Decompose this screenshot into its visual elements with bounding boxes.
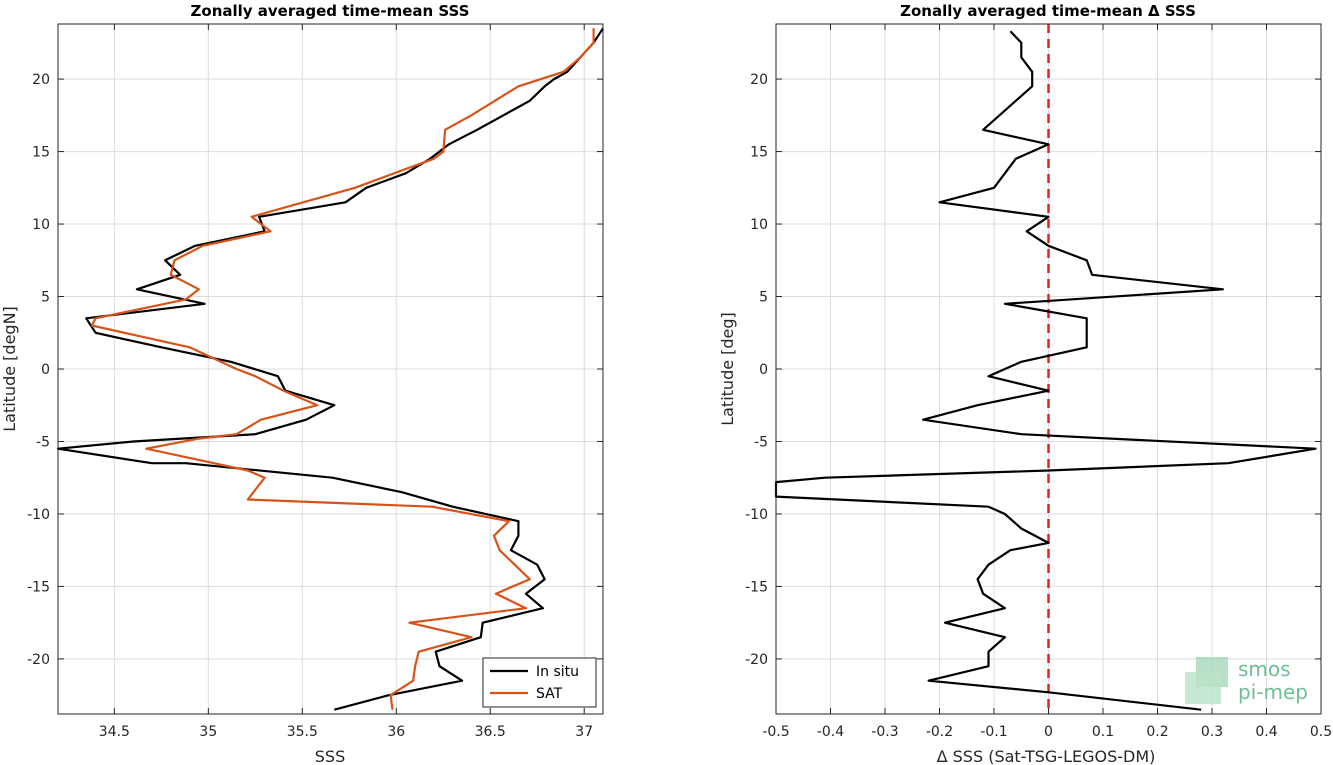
- left-y-tick-label: -10: [27, 507, 50, 523]
- logo-text-pi-mep: pi-mep: [1238, 680, 1308, 704]
- right-y-axis-label: Latitude [deg]: [718, 312, 737, 426]
- smos-pi-mep-logo: smos pi-mep: [1185, 657, 1308, 704]
- right-chart-title: Zonally averaged time-mean Δ SSS: [900, 2, 1196, 20]
- right-x-tick-label: -0.5: [762, 724, 789, 740]
- left-y-tick-label: 15: [32, 145, 50, 161]
- right-x-tick-label: -0.1: [980, 724, 1007, 740]
- left-series: [56, 27, 604, 711]
- left-x-tick-label: 35.5: [287, 724, 318, 740]
- right-x-tick-label: 0.1: [1092, 724, 1114, 740]
- left-y-tick-label: -20: [27, 652, 50, 668]
- left-axes-box: [57, 23, 604, 715]
- left-y-tick-label: 20: [32, 72, 50, 88]
- left-grid: [58, 24, 603, 714]
- left-x-axis-label: SSS: [315, 747, 345, 765]
- right-x-tick-label: -0.3: [871, 724, 898, 740]
- logo-mark-front: [1185, 672, 1221, 704]
- left-x-tick-label: 37: [575, 724, 593, 740]
- right-ticks: -0.5 -0.4 -0.3 -0.2 -0.1 0 0.1 0.2 0.3 0.4 0.5 -20 -…: [745, 24, 1332, 740]
- legend-label-sat: SAT: [536, 686, 563, 702]
- legend-label-in-situ: In situ: [536, 664, 579, 680]
- left-series-in-situ: [56, 27, 604, 711]
- right-x-tick-label: 0.4: [1255, 724, 1277, 740]
- right-y-tick-label: -10: [745, 507, 768, 523]
- right-y-tick-label: -5: [754, 434, 768, 450]
- right-y-tick-label: -15: [745, 579, 768, 595]
- right-y-tick-label: 0: [759, 362, 768, 378]
- logo-text-smos: smos: [1238, 657, 1291, 681]
- right-series: [774, 30, 1317, 711]
- legend: In situ SAT: [482, 657, 597, 708]
- left-y-tick-label: 0: [41, 362, 50, 378]
- left-ticks: 34.5 35 35.5 36 36.5 37 -20 -15 -10 -5 0 5 10 15 20: [27, 24, 603, 740]
- right-x-axis-label: Δ SSS (Sat-TSG-LEGOS-DM): [937, 747, 1156, 765]
- right-y-tick-label: 20: [750, 72, 768, 88]
- legend-box: [482, 657, 597, 708]
- right-y-tick-label: 5: [759, 290, 768, 306]
- left-panel: 34.5 35 35.5 36 36.5 37 -20 -15 -10 -5 0 5 10 15 20 Zo…: [0, 2, 604, 765]
- right-y-tick-label: 10: [750, 217, 768, 233]
- right-x-tick-label: 0.5: [1310, 724, 1332, 740]
- left-y-tick-label: 5: [41, 290, 50, 306]
- right-series-delta-sss: [774, 30, 1317, 711]
- right-x-tick-label: 0: [1044, 724, 1053, 740]
- left-x-tick-label: 36.5: [475, 724, 506, 740]
- right-axes-box: [775, 23, 1322, 715]
- left-y-axis-label: Latitude [degN]: [0, 306, 19, 432]
- left-series-sat: [90, 28, 595, 710]
- left-y-tick-label: -5: [36, 434, 50, 450]
- right-x-tick-label: -0.2: [926, 724, 953, 740]
- left-x-tick-label: 34.5: [99, 724, 130, 740]
- left-x-tick-label: 35: [199, 724, 217, 740]
- left-x-tick-label: 36: [387, 724, 405, 740]
- right-x-tick-label: -0.4: [817, 724, 844, 740]
- left-y-tick-label: -15: [27, 579, 50, 595]
- left-y-tick-label: 10: [32, 217, 50, 233]
- left-chart-title: Zonally averaged time-mean SSS: [191, 2, 470, 20]
- right-x-tick-label: 0.3: [1201, 724, 1223, 740]
- right-y-tick-label: -20: [745, 652, 768, 668]
- right-panel: -0.5 -0.4 -0.3 -0.2 -0.1 0 0.1 0.2 0.3 0.4 0.5 -20 -…: [718, 2, 1332, 765]
- right-y-tick-label: 15: [750, 145, 768, 161]
- right-x-tick-label: 0.2: [1146, 724, 1168, 740]
